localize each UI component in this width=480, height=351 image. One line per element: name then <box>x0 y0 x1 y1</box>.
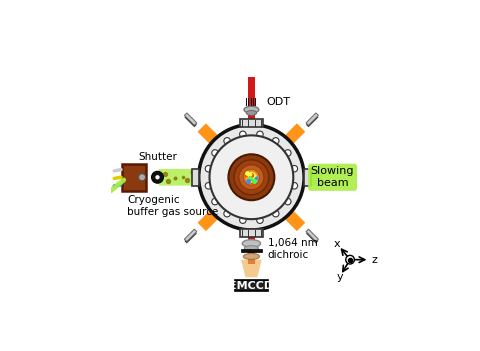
Polygon shape <box>184 229 197 241</box>
Ellipse shape <box>242 240 261 247</box>
Ellipse shape <box>244 246 258 251</box>
Polygon shape <box>306 231 318 244</box>
Circle shape <box>209 135 293 219</box>
Circle shape <box>257 131 263 138</box>
Circle shape <box>257 217 263 224</box>
Text: 1,064 nm
dichroic: 1,064 nm dichroic <box>268 238 317 260</box>
Ellipse shape <box>246 111 256 115</box>
Circle shape <box>139 174 145 181</box>
Circle shape <box>224 138 230 144</box>
Bar <box>250 98 251 106</box>
Circle shape <box>156 175 160 179</box>
Bar <box>253 98 254 106</box>
FancyBboxPatch shape <box>235 280 268 291</box>
Bar <box>240 229 264 237</box>
Text: Cryogenic
buffer gas source: Cryogenic buffer gas source <box>127 195 218 217</box>
Polygon shape <box>197 177 252 231</box>
Bar <box>304 168 311 186</box>
Polygon shape <box>306 115 318 127</box>
Text: x: x <box>334 239 341 249</box>
Circle shape <box>239 165 264 190</box>
Circle shape <box>205 165 212 172</box>
Circle shape <box>291 183 298 189</box>
Circle shape <box>243 169 260 185</box>
Polygon shape <box>251 123 305 178</box>
FancyBboxPatch shape <box>159 169 323 186</box>
Circle shape <box>212 198 218 205</box>
Polygon shape <box>184 231 197 244</box>
Text: z: z <box>371 255 377 265</box>
Circle shape <box>273 138 279 144</box>
Text: Shutter: Shutter <box>138 152 177 163</box>
Circle shape <box>240 131 246 138</box>
Circle shape <box>224 210 230 217</box>
Circle shape <box>240 217 246 224</box>
Text: y: y <box>336 272 343 282</box>
Circle shape <box>205 183 212 189</box>
Circle shape <box>346 256 354 264</box>
Ellipse shape <box>244 106 259 113</box>
Polygon shape <box>306 229 318 241</box>
Polygon shape <box>306 113 318 125</box>
Circle shape <box>212 150 218 156</box>
Bar <box>248 98 249 106</box>
Circle shape <box>291 165 298 172</box>
Text: EMCCD: EMCCD <box>229 281 274 291</box>
Circle shape <box>285 150 291 156</box>
Polygon shape <box>241 260 262 277</box>
Polygon shape <box>251 177 305 231</box>
Bar <box>241 249 262 252</box>
Circle shape <box>234 160 269 195</box>
Circle shape <box>228 154 275 200</box>
Circle shape <box>152 171 163 183</box>
Bar <box>246 98 247 106</box>
Bar <box>240 119 264 127</box>
Bar <box>192 168 199 186</box>
Polygon shape <box>184 115 197 127</box>
Bar <box>248 77 255 164</box>
Circle shape <box>199 125 304 230</box>
Bar <box>248 191 255 264</box>
Polygon shape <box>197 123 252 178</box>
Circle shape <box>246 172 257 183</box>
FancyBboxPatch shape <box>121 164 146 191</box>
Circle shape <box>273 210 279 217</box>
Polygon shape <box>184 113 197 125</box>
Text: Slowing
beam: Slowing beam <box>311 166 354 188</box>
Ellipse shape <box>243 253 260 259</box>
Text: ODT: ODT <box>266 97 290 107</box>
Circle shape <box>285 198 291 205</box>
